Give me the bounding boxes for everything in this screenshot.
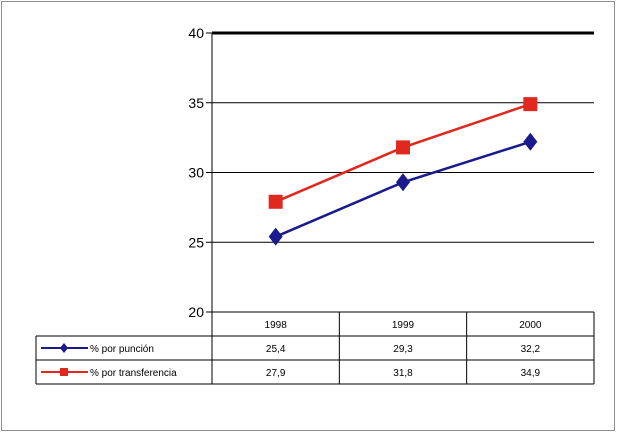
data-table: 1998 1999 2000 % por punción 25,4 29,3 32,2 % p… [35,311,595,385]
y-tick-label: 35 [188,95,204,111]
data-point-square [523,97,538,112]
data-point-square [396,140,410,155]
y-axis: 20 25 30 35 40 [188,25,213,320]
y-tick-label: 30 [188,165,204,181]
data-point-diamond [396,173,410,192]
y-tick-label: 25 [188,234,204,250]
legend-key-diamond [60,343,68,353]
data-point-diamond [523,132,538,151]
y-tick-label: 20 [188,304,204,320]
legend-key-square [60,368,68,376]
table-value-label: 25,4 [266,344,286,355]
data-point-diamond [268,227,283,246]
x-category-label: 1998 [265,320,288,331]
x-category-label: 1999 [392,320,415,331]
gridlines [212,31,594,313]
series-name-label: % por punción [90,344,154,355]
table-value-label: 27,9 [266,368,286,379]
series-name-label: % por transferencia [90,368,177,379]
data-point-square [268,194,283,209]
table-value-label: 31,8 [393,368,413,379]
x-category-label: 2000 [519,320,542,331]
table-value-label: 32,2 [521,344,541,355]
table-value-label: 34,9 [521,368,541,379]
table-value-label: 29,3 [393,344,413,355]
series-lines [268,97,538,246]
y-tick-label: 40 [188,25,204,41]
